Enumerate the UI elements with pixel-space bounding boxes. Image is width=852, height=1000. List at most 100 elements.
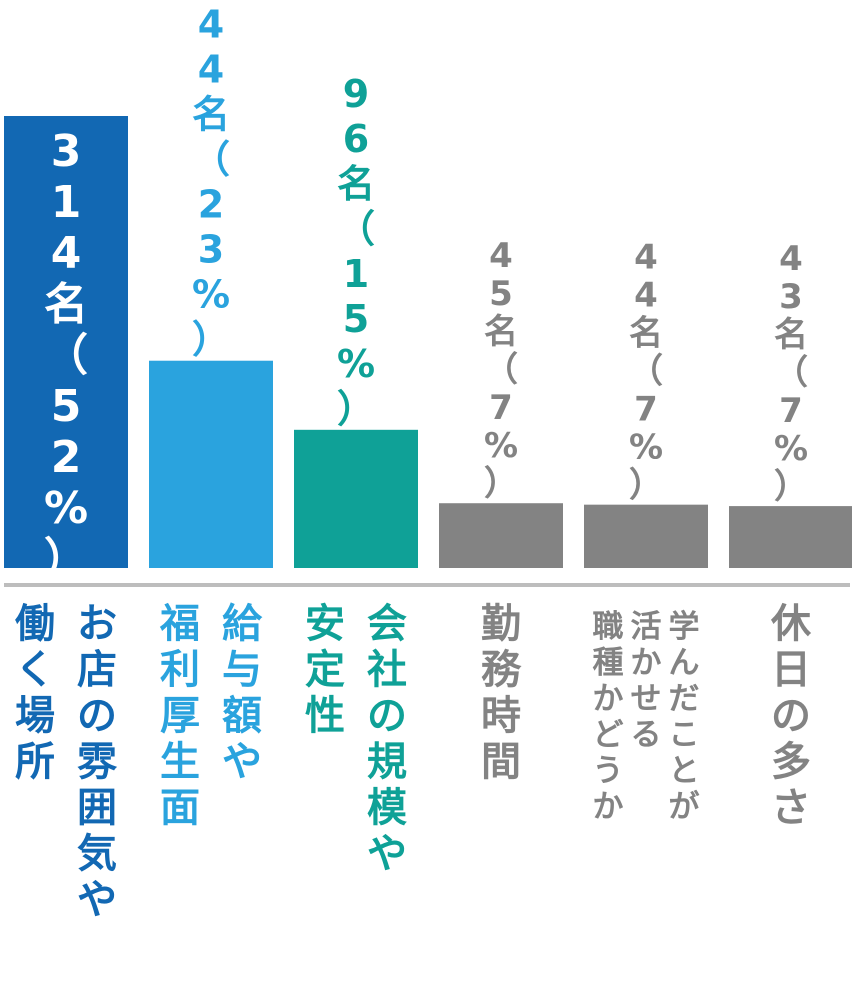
value-label-char: 4 xyxy=(51,228,82,279)
value-label-char: 2 xyxy=(198,183,224,227)
value-label-char: 5 xyxy=(51,381,82,432)
category-label-char: 多 xyxy=(771,739,811,785)
category-label-char: 間 xyxy=(481,739,521,785)
category-label-char: 雰 xyxy=(77,739,118,785)
value-label-char: 3 xyxy=(198,228,224,272)
category-label-char: 利 xyxy=(160,647,200,693)
value-label-char: % xyxy=(774,429,808,469)
value-label-char: 5 xyxy=(343,297,369,341)
value-label-char: 名 xyxy=(192,93,230,137)
value-label-char: 7 xyxy=(779,391,803,431)
category-label-char: や xyxy=(367,831,407,877)
value-label-6: 43名（7%） xyxy=(774,239,808,507)
value-label-char: 9 xyxy=(343,72,369,116)
category-label-char: と xyxy=(669,753,700,789)
value-label-2: 144名（23%） xyxy=(192,0,230,362)
category-label-char: く xyxy=(15,647,55,693)
category-label-char: 学 xyxy=(669,609,700,645)
category-label-char: ど xyxy=(593,717,624,753)
value-label-char: （ xyxy=(774,353,808,393)
category-label-char: 会 xyxy=(367,601,407,647)
value-label-5: 44名（7%） xyxy=(629,238,663,506)
category-label-char: せ xyxy=(631,681,662,717)
value-label-char: 6 xyxy=(343,117,369,161)
value-label-char: 5 xyxy=(489,274,513,314)
value-label-char: 3 xyxy=(779,277,803,317)
value-label-char: ） xyxy=(629,466,663,506)
category-label-char: 日 xyxy=(771,647,811,693)
bar-5 xyxy=(584,504,708,568)
category-label-char: 性 xyxy=(305,693,345,739)
value-label-3: 96名（15%） xyxy=(337,72,375,431)
category-label-char: 場 xyxy=(15,693,55,739)
category-label-char: 定 xyxy=(305,647,345,693)
value-label-char: 名 xyxy=(629,314,663,354)
value-label-char: 4 xyxy=(779,239,803,279)
bar-2 xyxy=(149,360,273,568)
category-label-char: 生 xyxy=(160,739,200,785)
category-label-char: の xyxy=(771,693,811,739)
category-label-char: 模 xyxy=(367,785,407,831)
value-label-char: （ xyxy=(337,207,375,251)
value-label-char: ） xyxy=(484,464,518,504)
category-label-char: や xyxy=(77,877,117,923)
value-label-4: 45名（7%） xyxy=(484,236,518,504)
value-label-char: % xyxy=(629,428,663,468)
value-label-char: 名 xyxy=(774,315,808,355)
category-label-char: 務 xyxy=(481,647,522,693)
category-label-char: 種 xyxy=(593,645,624,681)
category-label-char: こ xyxy=(669,717,700,753)
category-label-char: 社 xyxy=(367,647,407,693)
value-label-char: 4 xyxy=(198,3,224,47)
value-label-char: ） xyxy=(774,467,808,507)
category-label-char: 時 xyxy=(481,693,521,739)
category-label-char: 給 xyxy=(222,601,263,647)
value-label-char: （ xyxy=(484,350,518,390)
category-label-char: 働 xyxy=(15,601,55,647)
category-label-char: ん xyxy=(669,645,700,681)
value-label-char: 1 xyxy=(51,177,82,228)
category-label-char: 福 xyxy=(159,601,200,647)
category-label-char: 気 xyxy=(77,831,117,877)
value-label-char: 名 xyxy=(44,279,88,330)
category-label-char: や xyxy=(222,739,262,785)
bar-4 xyxy=(439,503,563,568)
value-label-char: 4 xyxy=(198,48,224,92)
value-label-char: ） xyxy=(337,387,375,431)
category-label-char: が xyxy=(669,789,700,825)
value-label-char: % xyxy=(337,342,375,386)
value-label-char: 4 xyxy=(634,276,658,316)
category-label-char: 与 xyxy=(222,647,262,693)
category-labels-layer: 働く場所お店の雰囲気や福利厚生面給与額や安定性会社の規模や勤務時間職種かどうか活… xyxy=(15,601,812,923)
value-label-char: 名 xyxy=(484,312,518,352)
category-label-char: か xyxy=(593,789,624,825)
bar-6 xyxy=(729,506,852,568)
category-label-char: 勤 xyxy=(481,601,521,647)
category-label-char: 面 xyxy=(160,785,200,831)
category-label-char: う xyxy=(593,753,624,789)
category-label-char: 職 xyxy=(593,609,624,645)
category-label-char: の xyxy=(367,693,407,739)
value-label-char: 3 xyxy=(51,126,82,177)
value-label-char: 1 xyxy=(198,0,224,2)
value-labels-layer: 314名（52%）144名（23%）96名（15%）45名（7%）44名（7%）… xyxy=(44,0,808,585)
bar-1 xyxy=(4,116,128,568)
category-label-char: お xyxy=(77,601,117,647)
category-label-char: 店 xyxy=(77,647,117,693)
value-label-char: % xyxy=(484,426,518,466)
value-label-char: ） xyxy=(192,318,230,362)
category-label-char: だ xyxy=(669,681,700,717)
category-label-char: る xyxy=(631,717,662,753)
category-label-char: 額 xyxy=(222,693,262,739)
category-label-char: さ xyxy=(771,785,811,831)
value-label-char: 1 xyxy=(343,252,369,296)
value-label-char: ） xyxy=(44,534,88,585)
